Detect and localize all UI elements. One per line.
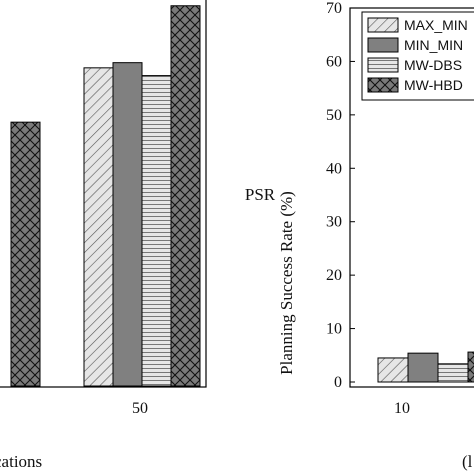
right-x-tick-label: 10 — [394, 400, 410, 417]
legend-swatch-max_min — [367, 17, 399, 33]
y-tick-label: 70 — [326, 0, 342, 17]
left-x-axis-label: cations — [0, 452, 42, 471]
legend-label-max_min: MAX_MIN — [404, 17, 468, 33]
y-tick-label: 60 — [326, 53, 342, 70]
bar-mw-hbd-10 — [467, 351, 474, 383]
bar-mw-hbd-cropped — [10, 121, 41, 387]
y-tick-label: 0 — [334, 374, 342, 391]
panel-label: (l — [462, 452, 473, 471]
right-plot-frame — [349, 7, 474, 388]
legend-swatch-min_min — [367, 37, 399, 53]
bar-max_min-50 — [83, 67, 114, 387]
legend: MAX_MIN MIN_MIN MW-DBS MW-HBD — [361, 11, 474, 101]
right-chart-panel: 0 10 20 30 40 50 60 70 10 PSR Planning Success … — [245, 0, 474, 471]
legend-label-mw-hbd: MW-HBD — [404, 77, 463, 93]
legend-swatch-mw-hbd — [367, 77, 399, 93]
legend-label-min_min: MIN_MIN — [404, 37, 463, 53]
bar-min_min-10 — [407, 352, 439, 383]
right-y-axis-label: Planning Success Rate (%) — [277, 191, 296, 375]
legend-label-mw-dbs: MW-DBS — [404, 57, 462, 73]
y-tick-label: 40 — [326, 160, 342, 177]
bar-mw-dbs-50 — [141, 75, 172, 387]
bar-mw-dbs-10 — [437, 363, 469, 383]
left-plot-frame — [0, 0, 207, 388]
legend-swatch-mw-dbs — [367, 57, 399, 73]
y-tick-label: 10 — [326, 321, 342, 338]
y-tick-label: 50 — [326, 107, 342, 124]
left-x-tick-label: 50 — [132, 400, 148, 417]
bar-mw-hbd-50 — [170, 5, 201, 387]
bar-min_min-50 — [112, 62, 143, 387]
y-tick-label: 30 — [326, 214, 342, 231]
y-tick-label: 20 — [326, 267, 342, 284]
left-chart-panel: 50 cations — [0, 0, 207, 471]
right-y-axis-abbrev: PSR — [245, 185, 276, 204]
bar-max_min-10 — [377, 357, 409, 383]
